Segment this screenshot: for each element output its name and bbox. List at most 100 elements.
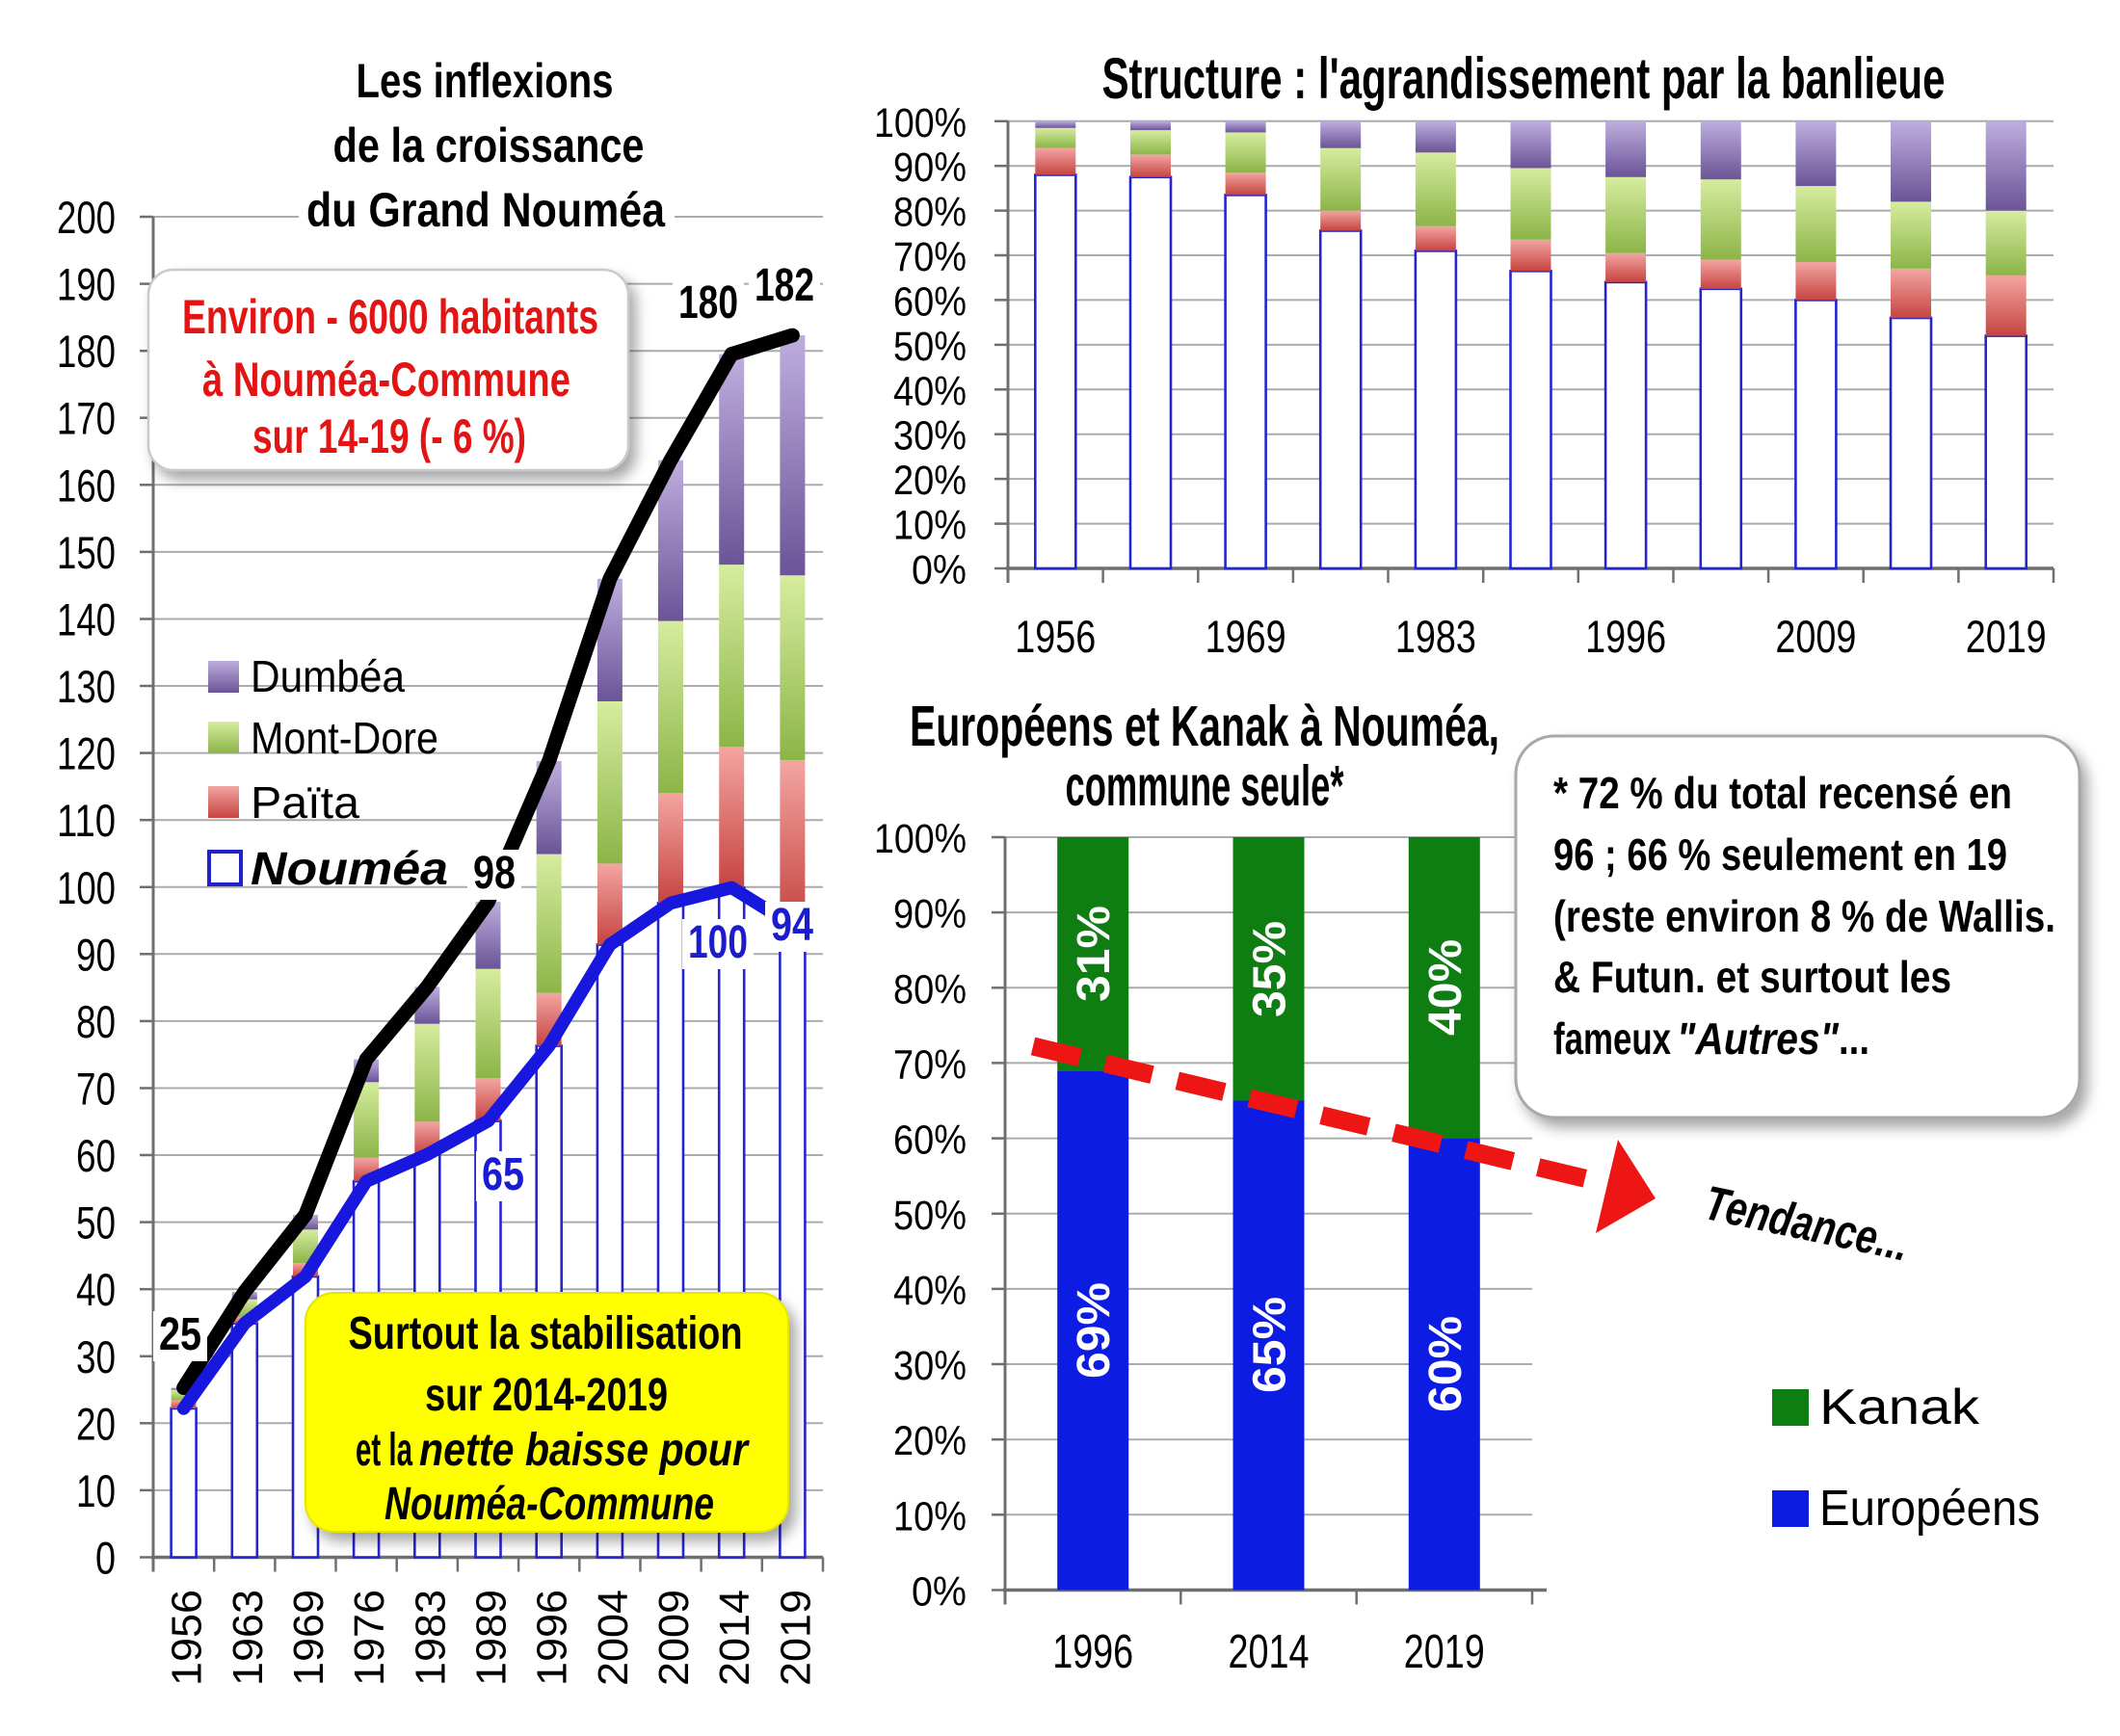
svg-text:35%: 35% bbox=[1245, 921, 1296, 1017]
svg-text:90%: 90% bbox=[893, 891, 967, 937]
svg-text:10%: 10% bbox=[893, 503, 967, 549]
svg-text:0: 0 bbox=[95, 1533, 116, 1584]
svg-text:130: 130 bbox=[57, 661, 116, 712]
svg-text:100: 100 bbox=[688, 917, 748, 968]
svg-text:20%: 20% bbox=[893, 1418, 967, 1464]
svg-text:31%: 31% bbox=[1069, 906, 1120, 1002]
svg-text:96 ; 66 % seulement en 19: 96 ; 66 % seulement en 19 bbox=[1553, 829, 2007, 880]
svg-text:2014: 2014 bbox=[711, 1590, 758, 1686]
svg-text:(reste environ 8 % de Wallis.: (reste environ 8 % de Wallis. bbox=[1553, 891, 2055, 941]
svg-text:nette baisse pour: nette baisse pour bbox=[419, 1425, 750, 1476]
svg-text:et la: et la bbox=[356, 1425, 412, 1476]
svg-text:"Autres": "Autres" bbox=[1677, 1013, 1840, 1064]
svg-text:100%: 100% bbox=[874, 100, 967, 146]
svg-text:1976: 1976 bbox=[346, 1590, 393, 1686]
svg-text:100%: 100% bbox=[874, 816, 967, 862]
svg-text:10: 10 bbox=[76, 1465, 116, 1516]
svg-text:2019: 2019 bbox=[1966, 611, 2047, 662]
svg-text:150: 150 bbox=[57, 527, 116, 578]
svg-text:1963: 1963 bbox=[225, 1590, 272, 1686]
svg-text:1956: 1956 bbox=[1015, 611, 1096, 662]
svg-text:60%: 60% bbox=[1420, 1316, 1471, 1412]
svg-text:sur 2014-2019: sur 2014-2019 bbox=[425, 1370, 668, 1421]
svg-text:1969: 1969 bbox=[1206, 611, 1286, 662]
svg-text:0%: 0% bbox=[912, 1569, 967, 1616]
svg-text:30%: 30% bbox=[893, 413, 967, 460]
svg-text:2009: 2009 bbox=[1775, 611, 1856, 662]
svg-text:à Nouméa-Commune: à Nouméa-Commune bbox=[202, 353, 570, 407]
svg-text:50%: 50% bbox=[893, 324, 967, 370]
svg-text:200: 200 bbox=[57, 192, 116, 243]
svg-text:180: 180 bbox=[57, 326, 116, 377]
svg-text:50: 50 bbox=[76, 1197, 116, 1249]
svg-text:170: 170 bbox=[57, 393, 116, 444]
svg-text:0%: 0% bbox=[912, 547, 967, 593]
svg-text:30%: 30% bbox=[893, 1343, 967, 1389]
svg-text:30: 30 bbox=[76, 1331, 116, 1382]
svg-text:98: 98 bbox=[473, 848, 516, 899]
svg-text:commune seule*: commune seule* bbox=[1066, 754, 1344, 818]
svg-text:1996: 1996 bbox=[529, 1590, 576, 1686]
svg-text:Païta: Païta bbox=[251, 777, 359, 828]
svg-text:Kanak: Kanak bbox=[1819, 1380, 1980, 1435]
svg-text:Les inflexions: Les inflexions bbox=[357, 54, 614, 108]
svg-text:40%: 40% bbox=[893, 368, 967, 414]
svg-text:& Futun. et surtout les: & Futun. et surtout les bbox=[1553, 952, 1951, 1002]
svg-text:...: ... bbox=[1839, 1013, 1869, 1064]
svg-text:20%: 20% bbox=[893, 458, 967, 504]
svg-text:60: 60 bbox=[76, 1130, 116, 1181]
svg-text:25: 25 bbox=[159, 1309, 201, 1360]
svg-text:sur 14-19 (- 6 %): sur 14-19 (- 6 %) bbox=[252, 409, 526, 463]
svg-text:1983: 1983 bbox=[407, 1590, 454, 1686]
svg-text:182: 182 bbox=[755, 260, 814, 311]
svg-text:2019: 2019 bbox=[1404, 1626, 1485, 1678]
svg-text:140: 140 bbox=[57, 594, 116, 645]
svg-text:10%: 10% bbox=[893, 1493, 967, 1539]
svg-text:80%: 80% bbox=[893, 966, 967, 1013]
svg-text:60%: 60% bbox=[893, 1118, 967, 1164]
svg-text:1983: 1983 bbox=[1395, 611, 1476, 662]
svg-text:190: 190 bbox=[57, 259, 116, 310]
svg-text:110: 110 bbox=[57, 795, 116, 846]
svg-text:20: 20 bbox=[76, 1398, 116, 1449]
svg-text:160: 160 bbox=[57, 460, 116, 511]
svg-text:70%: 70% bbox=[893, 1041, 967, 1088]
svg-text:40%: 40% bbox=[1420, 939, 1471, 1036]
svg-text:Environ - 6000 habitants: Environ - 6000 habitants bbox=[182, 290, 598, 344]
svg-text:Structure : l'agrandissement p: Structure : l'agrandissement par la banl… bbox=[1102, 46, 1946, 111]
svg-text:1956: 1956 bbox=[164, 1590, 211, 1686]
svg-text:2019: 2019 bbox=[772, 1590, 819, 1686]
svg-text:Européens et Kanak à Nouméa,: Européens et Kanak à Nouméa, bbox=[910, 695, 1499, 758]
svg-text:40%: 40% bbox=[893, 1268, 967, 1314]
svg-text:* 72 % du total recensé en: * 72 % du total recensé en bbox=[1553, 768, 2012, 818]
svg-text:80%: 80% bbox=[893, 190, 967, 236]
svg-text:1989: 1989 bbox=[468, 1590, 516, 1686]
svg-text:80: 80 bbox=[76, 996, 116, 1047]
svg-text:1969: 1969 bbox=[285, 1590, 332, 1686]
svg-text:Nouméa: Nouméa bbox=[251, 844, 448, 895]
svg-text:1996: 1996 bbox=[1052, 1626, 1133, 1678]
svg-text:65: 65 bbox=[482, 1149, 524, 1200]
svg-text:70: 70 bbox=[76, 1064, 116, 1115]
svg-text:40: 40 bbox=[76, 1264, 116, 1315]
svg-text:du Grand Nouméa: du Grand Nouméa bbox=[306, 183, 666, 237]
svg-text:Mont-Dore: Mont-Dore bbox=[251, 713, 438, 763]
svg-text:70%: 70% bbox=[893, 234, 967, 280]
svg-text:Européens: Européens bbox=[1819, 1481, 2040, 1537]
svg-text:2014: 2014 bbox=[1229, 1626, 1310, 1678]
svg-text:180: 180 bbox=[678, 277, 738, 329]
svg-text:Nouméa-Commune: Nouméa-Commune bbox=[384, 1479, 714, 1530]
svg-text:100: 100 bbox=[57, 862, 116, 913]
svg-text:69%: 69% bbox=[1069, 1282, 1120, 1379]
svg-text:120: 120 bbox=[57, 728, 116, 779]
svg-text:1996: 1996 bbox=[1585, 611, 1666, 662]
svg-text:50%: 50% bbox=[893, 1193, 967, 1239]
svg-text:94: 94 bbox=[771, 900, 813, 951]
svg-text:Surtout la stabilisation: Surtout la stabilisation bbox=[349, 1308, 743, 1359]
svg-text:de la croissance: de la croissance bbox=[333, 118, 645, 172]
svg-text:Dumbéa: Dumbéa bbox=[251, 651, 405, 701]
svg-text:fameux: fameux bbox=[1553, 1013, 1671, 1064]
svg-text:2004: 2004 bbox=[590, 1590, 637, 1686]
svg-text:65%: 65% bbox=[1245, 1297, 1296, 1393]
svg-text:2009: 2009 bbox=[650, 1590, 698, 1686]
